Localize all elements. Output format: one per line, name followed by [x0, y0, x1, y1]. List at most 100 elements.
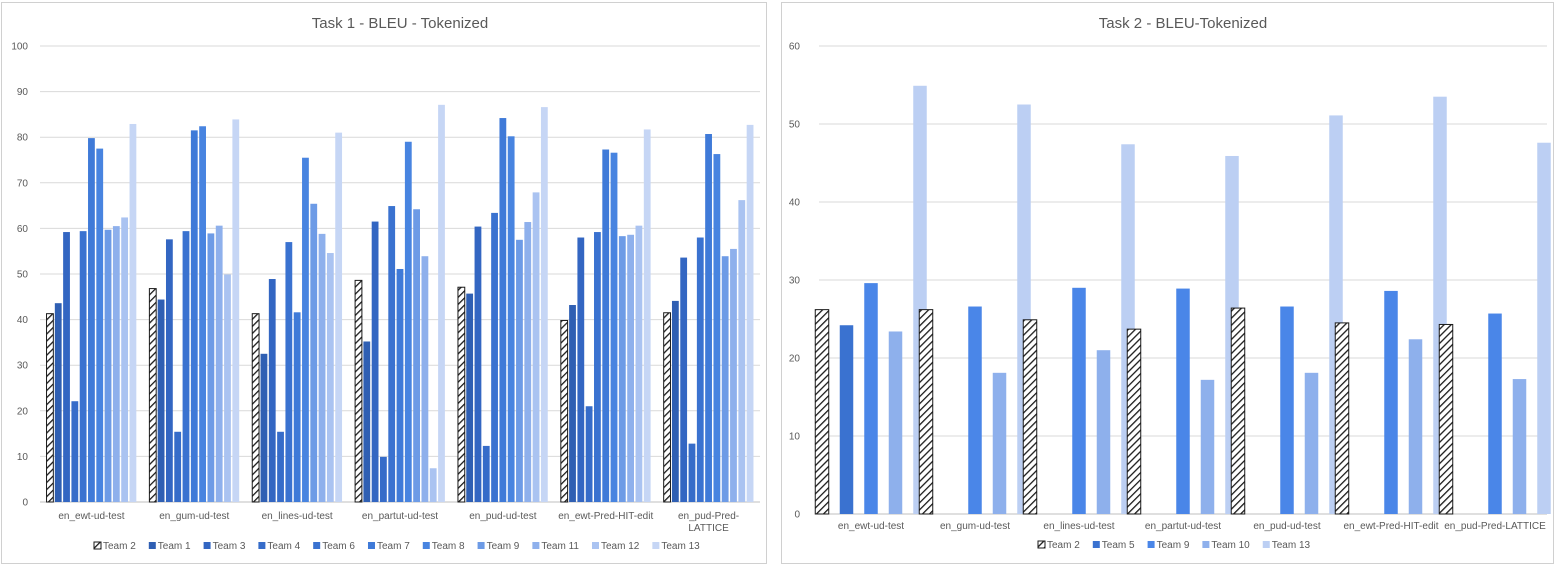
task2-bar-team-10-en-lines-ud-test: [1096, 350, 1111, 514]
task1-bar-team-8-en-partut-ud-test: [404, 141, 412, 502]
task1-legend-swatch-team-6: [313, 542, 321, 549]
task1-bar-team-1-en-pud-pred-lattice: [671, 300, 679, 502]
task1-legend: Team 2 Team 1 Team 3 Team 4 Team 6 Team 7 Team…: [93, 541, 700, 552]
task1-bar-team-6-en-ewt-pred-hit-edit: [594, 232, 601, 502]
task2-legend: Team 2 Team 5 Team 9 Team 10 Team 13: [1037, 540, 1311, 551]
task1-bar-team-11-en-pud-ud-test: [524, 222, 532, 503]
task1-legend-label-team-6: Team 6: [322, 541, 355, 552]
task1-bar-team-3-en-ewt-pred-hit-edit: [577, 237, 585, 502]
task2-bar-team-9-en-lines-ud-test: [1072, 287, 1086, 514]
task1-category-label-en-ewt-pred-hit-edit: en_ewt-Pred-HIT-edit: [558, 511, 653, 522]
task2-legend-label-team-9: Team 9: [1157, 540, 1190, 551]
task2-y-tick-20: 20: [789, 354, 801, 365]
task1-bar-team-12-en-pud-pred-lattice: [738, 200, 746, 503]
task2-y-tick-10: 10: [789, 432, 801, 443]
task1-bar-team-3-en-pud-ud-test: [474, 226, 482, 503]
task1-legend-item-team-7: Team 7: [367, 541, 410, 552]
task1-bar-team-8-en-ewt-ud-test: [96, 148, 104, 502]
task1-legend-item-team-13: Team 13: [652, 541, 700, 552]
task1-legend-label-team-9: Team 9: [487, 541, 520, 552]
task1-category-label-en-partut-ud-test: en_partut-ud-test: [362, 511, 438, 522]
task1-bar-team-2-en-pud-ud-test: [457, 286, 466, 503]
task1-y-tick-20: 20: [17, 406, 29, 417]
task1-legend-label-team-4: Team 4: [267, 541, 300, 552]
task1-chart-title: Task 1 - BLEU - Tokenized: [312, 15, 488, 32]
task1-y-tick-70: 70: [17, 178, 29, 189]
task1-y-tick-80: 80: [17, 133, 29, 144]
task1-bar-team-13-en-pud-ud-test: [540, 107, 548, 502]
task1-legend-label-team-8: Team 8: [432, 541, 465, 552]
task1-bar-team-13-en-partut-ud-test: [438, 104, 445, 502]
task1-bar-team-11-en-lines-ud-test: [318, 233, 326, 502]
task2-legend-item-team-10: Team 10: [1202, 540, 1250, 551]
task1-category-label-en-pud-pred-lattice: en_pud-Pred-LATTICE: [678, 511, 739, 534]
task1-bar-team-1-en-gum-ud-test: [157, 299, 165, 502]
task2-category-label-en-pud-ud-test: en_pud-ud-test: [1253, 521, 1320, 532]
task1-legend-swatch-team-4: [258, 542, 266, 549]
task2-legend-swatch-team-9: [1147, 541, 1155, 548]
task2-category-label-en-partut-ud-test: en_partut-ud-test: [1145, 521, 1221, 532]
task1-bar-team-11-en-ewt-ud-test: [112, 226, 120, 502]
task1-legend-label-team-3: Team 3: [213, 541, 246, 552]
task1-legend-swatch-team-11: [532, 542, 540, 549]
task2-y-tick-30: 30: [789, 276, 801, 287]
task2-bar-team-2-en-ewt-ud-test: [814, 309, 830, 515]
task1-legend-label-team-7: Team 7: [377, 541, 410, 552]
task2-bar-team-2-en-pud-pred-lattice: [1438, 323, 1454, 515]
task1-legend-label-team-2: Team 2: [103, 541, 136, 552]
task1-y-tick-10: 10: [17, 452, 29, 463]
task2-bar-team-5-en-ewt-ud-test: [839, 325, 854, 514]
task1-legend-item-team-3: Team 3: [203, 541, 246, 552]
task1-bar-team-8-en-pud-pred-lattice: [713, 154, 721, 502]
task2-bar-team-9-en-gum-ud-test: [968, 306, 982, 514]
task1-bar-team-6-en-lines-ud-test: [285, 242, 293, 502]
task2-bar-team-10-en-pud-pred-lattice: [1512, 379, 1527, 514]
task1-bar-team-11-en-pud-pred-lattice: [730, 248, 737, 502]
task1-category-label-en-ewt-ud-test: en_ewt-ud-test: [58, 511, 124, 522]
task2-bar-team-2-en-pud-ud-test: [1230, 307, 1246, 515]
task2-bar-team-9-en-ewt-ud-test: [864, 283, 878, 514]
task1-legend-swatch-team-13: [652, 542, 660, 549]
task1-bar-team-3-en-ewt-ud-test: [63, 232, 70, 502]
task1-bar-team-12-en-ewt-ud-test: [121, 217, 129, 502]
task1-legend-item-team-1: Team 1: [148, 541, 191, 552]
task2-legend-label-team-2: Team 2: [1047, 540, 1080, 551]
task1-bar-team-4-en-ewt-ud-test: [71, 401, 79, 502]
task2-chart-panel: Task 2 - BLEU-Tokenized 0 10 20 30 40 50 60 en_e…: [781, 2, 1554, 564]
task1-bar-team-4-en-pud-ud-test: [482, 445, 490, 502]
task1-category-label-en-gum-ud-test: en_gum-ud-test: [159, 511, 229, 522]
task1-legend-label-team-13: Team 13: [661, 541, 700, 552]
task1-bar-team-9-en-pud-ud-test: [516, 239, 523, 503]
task1-bar-team-1-en-pud-ud-test: [466, 293, 474, 502]
task1-bar-team-13-en-pud-pred-lattice: [746, 124, 754, 502]
task1-legend-swatch-team-1: [148, 542, 156, 549]
task2-bar-team-10-en-pud-ud-test: [1304, 372, 1319, 514]
task2-bar-team-2-en-lines-ud-test: [1022, 319, 1038, 515]
task1-legend-item-team-11: Team 11: [532, 541, 579, 552]
task1-bar-team-7-en-gum-ud-test: [190, 130, 198, 503]
task1-bar-team-9-en-ewt-ud-test: [104, 229, 112, 502]
task1-bar-team-12-en-partut-ud-test: [429, 468, 437, 502]
task1-chart-panel: Task 1 - BLEU - Tokenized 0 10 20 30 40 50 60 70…: [1, 2, 767, 564]
task1-legend-swatch-team-9: [477, 542, 485, 549]
task1-bar-team-6-en-partut-ud-test: [388, 206, 396, 502]
task2-bar-team-2-en-partut-ud-test: [1126, 328, 1142, 515]
task1-bar-team-7-en-lines-ud-test: [293, 312, 301, 502]
task1-category-label-en-pud-ud-test: en_pud-ud-test: [469, 511, 536, 522]
task1-bar-team-7-en-partut-ud-test: [396, 268, 404, 502]
task1-legend-label-team-1: Team 1: [158, 541, 191, 552]
task1-bar-team-4-en-partut-ud-test: [380, 456, 387, 502]
task2-bar-team-10-en-ewt-pred-hit-edit: [1408, 339, 1423, 514]
task1-bar-team-8-en-ewt-pred-hit-edit: [610, 152, 618, 503]
task2-bar-team-10-en-ewt-ud-test: [888, 331, 903, 514]
task1-bar-team-1-en-ewt-ud-test: [54, 303, 62, 502]
task1-bar-team-3-en-gum-ud-test: [165, 239, 173, 502]
task2-legend-item-team-13: Team 13: [1262, 540, 1311, 551]
task1-category-label-en-lines-ud-test: en_lines-ud-test: [262, 511, 333, 522]
task1-bar-team-2-en-ewt-pred-hit-edit: [560, 320, 569, 503]
task2-y-tick-60: 60: [789, 42, 801, 53]
task1-bar-team-6-en-ewt-ud-test: [79, 231, 87, 503]
task1-y-tick-90: 90: [17, 87, 29, 98]
task1-bar-team-12-en-lines-ud-test: [326, 253, 334, 502]
task1-bar-team-13-en-ewt-ud-test: [129, 123, 137, 502]
